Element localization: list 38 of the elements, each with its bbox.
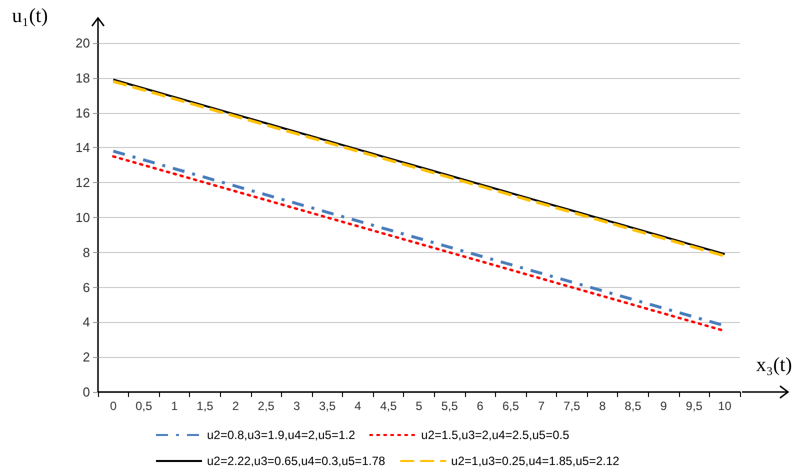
y-tick-label: 12 bbox=[76, 175, 90, 190]
x-tick-label: 4,5 bbox=[380, 399, 398, 413]
legend-label: u2=0.8,u3=1.9,u4=2,u5=1.2 bbox=[207, 428, 356, 442]
x-tick-label: 6,5 bbox=[502, 399, 520, 413]
x-tick-label: 5 bbox=[416, 399, 423, 413]
y-tick-label: 16 bbox=[76, 105, 90, 120]
x-tick-label: 4 bbox=[354, 399, 362, 413]
y-tick-label: 18 bbox=[76, 70, 90, 86]
x-tick-label: 10 bbox=[718, 399, 732, 413]
y-tick-label: 10 bbox=[76, 210, 90, 225]
x-tick-label: 2,5 bbox=[258, 399, 275, 413]
x-tick-label: 1,5 bbox=[196, 399, 214, 413]
x-tick-label: 7 bbox=[538, 399, 545, 413]
y-axis-title: u₁(t) bbox=[12, 5, 48, 27]
x-axis-title: x₃(t) bbox=[756, 354, 792, 376]
y-tick-label: 2 bbox=[82, 350, 90, 365]
y-tick-label: 6 bbox=[82, 280, 90, 295]
x-tick-label: 6 bbox=[476, 399, 484, 413]
x-tick-label: 3,5 bbox=[318, 399, 336, 413]
x-tick-label: 8 bbox=[599, 399, 606, 413]
x-tick-label: 7,5 bbox=[564, 399, 581, 413]
x-tick-label: 1 bbox=[171, 399, 178, 413]
x-tick-label: 2 bbox=[232, 399, 240, 413]
y-tick-label: 14 bbox=[76, 140, 90, 156]
x-tick-label: 9,5 bbox=[686, 399, 703, 413]
x-tick-label: 0 bbox=[110, 399, 117, 413]
x-tick-label: 9 bbox=[660, 399, 668, 413]
y-tick-label: 0 bbox=[82, 384, 90, 400]
x-tick-label: 0,5 bbox=[136, 399, 153, 413]
legend-label: u2=1,u3=0.25,u4=1.85,u5=2.12 bbox=[451, 454, 620, 468]
y-tick-label: 8 bbox=[82, 244, 90, 260]
y-tick-label: 4 bbox=[82, 314, 90, 330]
legend-label: u2=1.5,u3=2,u4=2.5,u5=0.5 bbox=[421, 428, 570, 442]
x-tick-label: 5,5 bbox=[441, 399, 458, 413]
y-tick-label: 20 bbox=[76, 36, 90, 50]
x-tick-label: 8,5 bbox=[624, 399, 642, 413]
legend-label: u2=2.22,u3=0.65,u4=0.3,u5=1.78 bbox=[207, 454, 386, 468]
x-tick-label: 3 bbox=[293, 399, 300, 413]
